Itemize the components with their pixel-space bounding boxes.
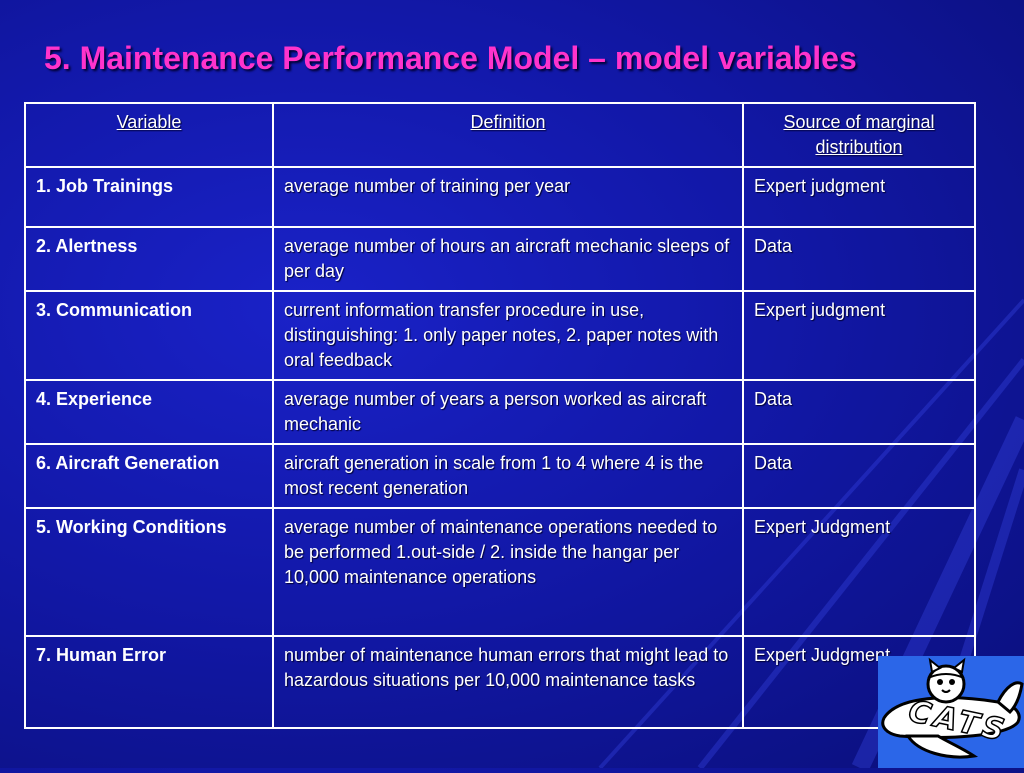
cats-logo: CATS [878,656,1024,768]
table-header-row: Variable Definition Source of marginal d… [24,102,976,168]
source-cell: Expert judgment [742,290,976,381]
definition-cell: average number of training per year [272,166,744,228]
source-cell: Data [742,226,976,292]
table-row: 2. Alertness average number of hours an … [24,226,976,292]
source-cell: Data [742,443,976,509]
source-cell: Data [742,379,976,445]
slide-title: 5. Maintenance Performance Model – model… [44,40,857,76]
source-cell: Expert judgment [742,166,976,228]
header-source: Source of marginal distribution [742,102,976,168]
variable-cell: 3. Communication [24,290,274,381]
variable-cell: 2. Alertness [24,226,274,292]
table-row: 6. Aircraft Generation aircraft generati… [24,443,976,509]
definition-cell: average number of years a person worked … [272,379,744,445]
cats-mascot-logo-icon [881,657,1024,759]
table-row: 3. Communication current information tra… [24,290,976,381]
definition-cell: number of maintenance human errors that … [272,635,744,729]
table-row: 1. Job Trainings average number of train… [24,166,976,228]
variables-table: Variable Definition Source of marginal d… [24,102,976,729]
definition-cell: current information transfer procedure i… [272,290,744,381]
table-row: 5. Working Conditions average number of … [24,507,976,637]
variable-cell: 1. Job Trainings [24,166,274,228]
source-cell: Expert Judgment [742,507,976,637]
definition-cell: aircraft generation in scale from 1 to 4… [272,443,744,509]
header-variable: Variable [24,102,274,168]
variable-cell: 7. Human Error [24,635,274,729]
variable-cell: 6. Aircraft Generation [24,443,274,509]
variable-cell: 5. Working Conditions [24,507,274,637]
header-definition: Definition [272,102,744,168]
variable-cell: 4. Experience [24,379,274,445]
table-row: 7. Human Error number of maintenance hum… [24,635,976,729]
definition-cell: average number of maintenance operations… [272,507,744,637]
definition-cell: average number of hours an aircraft mech… [272,226,744,292]
table-row: 4. Experience average number of years a … [24,379,976,445]
